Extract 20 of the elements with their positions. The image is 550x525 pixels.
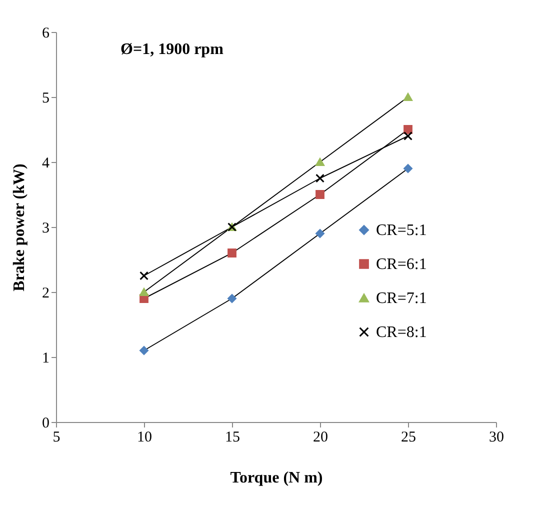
x-tick-label: 30	[489, 430, 504, 446]
y-tick-label: 0	[42, 416, 50, 432]
legend-label: CR=5:1	[376, 222, 427, 239]
x-tick-label: 5	[52, 430, 60, 446]
x-tick-label: 20	[313, 430, 328, 446]
x-tick-label: 10	[137, 430, 152, 446]
y-tick-label: 3	[42, 220, 50, 236]
y-tick-label: 4	[42, 156, 50, 172]
legend-label: CR=6:1	[376, 256, 427, 273]
legend-label: CR=8:1	[376, 324, 427, 341]
x-tick-label: 25	[401, 430, 416, 446]
y-tick-label: 6	[42, 26, 50, 42]
y-tick-label: 1	[42, 350, 50, 366]
y-tick-label: 2	[42, 286, 50, 302]
legend-label: CR=7:1	[376, 290, 427, 307]
x-axis-title: Torque (N m)	[230, 470, 323, 486]
y-tick-label: 5	[42, 90, 50, 106]
text: Ø=1, 1900 rpm	[120, 41, 224, 58]
y-axis-title: Brake power (kW)	[11, 164, 28, 292]
x-tick-label: 15	[225, 430, 240, 446]
